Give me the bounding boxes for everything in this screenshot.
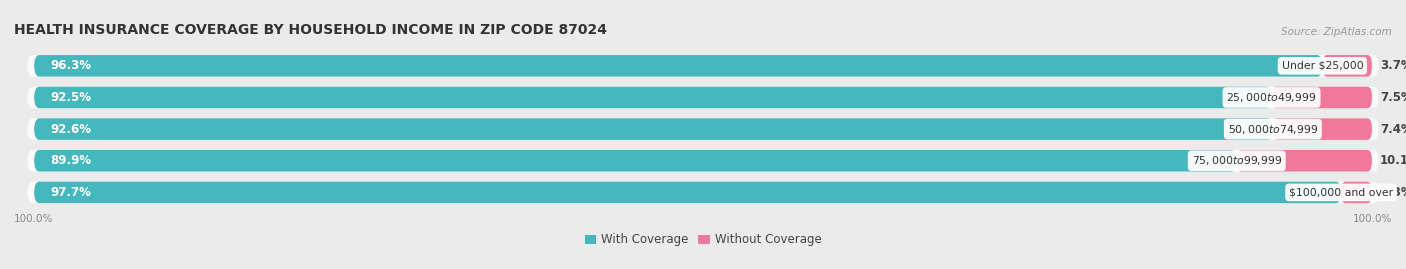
FancyBboxPatch shape [28, 118, 1378, 140]
FancyBboxPatch shape [34, 118, 1272, 140]
FancyBboxPatch shape [28, 55, 1378, 77]
Text: $75,000 to $99,999: $75,000 to $99,999 [1192, 154, 1282, 167]
Text: 96.3%: 96.3% [51, 59, 91, 72]
Text: Source: ZipAtlas.com: Source: ZipAtlas.com [1281, 27, 1392, 37]
FancyBboxPatch shape [28, 150, 1378, 172]
FancyBboxPatch shape [1237, 150, 1372, 172]
Text: 92.6%: 92.6% [51, 123, 91, 136]
FancyBboxPatch shape [28, 182, 1378, 203]
Text: 7.5%: 7.5% [1379, 91, 1406, 104]
FancyBboxPatch shape [34, 87, 1271, 108]
Text: 100.0%: 100.0% [1353, 214, 1392, 224]
Text: $100,000 and over: $100,000 and over [1289, 187, 1393, 197]
Text: 100.0%: 100.0% [14, 214, 53, 224]
FancyBboxPatch shape [1272, 118, 1372, 140]
FancyBboxPatch shape [28, 87, 1378, 108]
Text: 97.7%: 97.7% [51, 186, 91, 199]
Text: 89.9%: 89.9% [51, 154, 91, 167]
Legend: With Coverage, Without Coverage: With Coverage, Without Coverage [579, 229, 827, 251]
Text: 3.7%: 3.7% [1379, 59, 1406, 72]
Text: 92.5%: 92.5% [51, 91, 91, 104]
FancyBboxPatch shape [1323, 55, 1372, 77]
FancyBboxPatch shape [34, 150, 1237, 172]
Text: Under $25,000: Under $25,000 [1281, 61, 1364, 71]
Text: HEALTH INSURANCE COVERAGE BY HOUSEHOLD INCOME IN ZIP CODE 87024: HEALTH INSURANCE COVERAGE BY HOUSEHOLD I… [14, 23, 607, 37]
Text: 2.3%: 2.3% [1379, 186, 1406, 199]
Text: $25,000 to $49,999: $25,000 to $49,999 [1226, 91, 1316, 104]
FancyBboxPatch shape [1341, 182, 1372, 203]
FancyBboxPatch shape [1271, 87, 1372, 108]
FancyBboxPatch shape [34, 55, 1323, 77]
Text: 7.4%: 7.4% [1379, 123, 1406, 136]
Text: 10.1%: 10.1% [1379, 154, 1406, 167]
FancyBboxPatch shape [34, 182, 1341, 203]
Text: $50,000 to $74,999: $50,000 to $74,999 [1227, 123, 1317, 136]
